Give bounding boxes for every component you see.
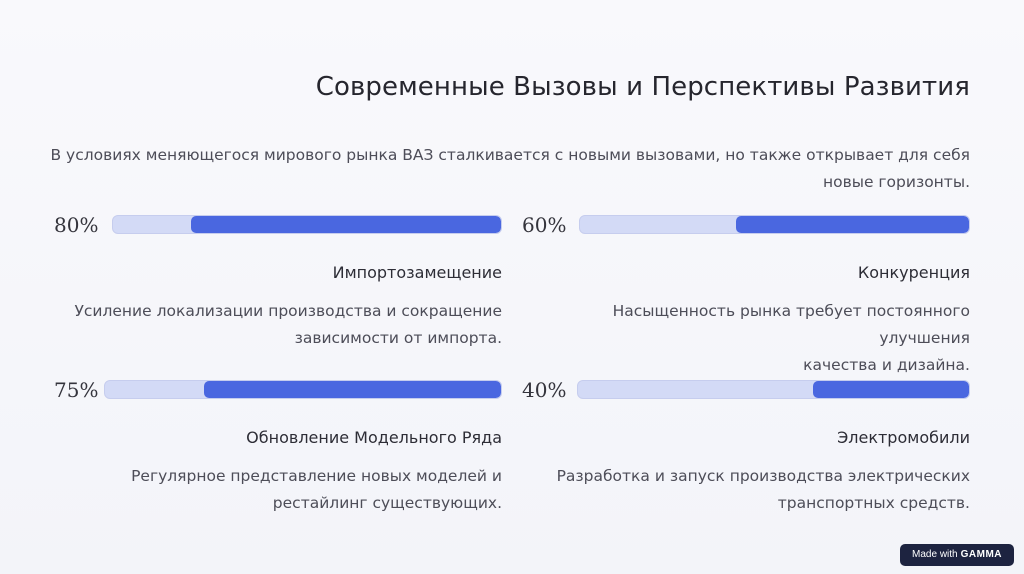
card-description-line-2: рестайлинг существующих.	[272, 494, 502, 512]
card-description-line-2: транспортных средств.	[777, 494, 970, 512]
progress-fill	[735, 216, 969, 233]
intro-line-2: новые горизонты.	[822, 173, 970, 191]
card-description-line-1: Насыщенность рынка требует постоянного у…	[612, 302, 970, 347]
card-description: Насыщенность рынка требует постоянного у…	[522, 298, 970, 379]
progress-fill	[204, 381, 501, 398]
card-title: Конкуренция	[857, 263, 970, 282]
progress-row: 60%	[522, 212, 970, 238]
card-description-line-1: Регулярное представление новых моделей и	[131, 467, 502, 485]
progress-row: 75%	[54, 377, 502, 403]
percent-label: 60%	[522, 213, 567, 237]
card-description: Усиление локализации производства и сокр…	[54, 298, 502, 352]
progress-track	[577, 380, 970, 399]
intro-text: В условиях меняющегося мирового рынка ВА…	[50, 142, 970, 196]
progress-track	[579, 215, 970, 234]
progress-fill	[190, 216, 501, 233]
progress-track	[104, 380, 502, 399]
percent-label: 75%	[54, 378, 99, 402]
card-description-line-1: Усиление локализации производства и сокр…	[74, 302, 502, 320]
card-electric-vehicles: 40% Электромобили Разработка и запуск пр…	[522, 377, 970, 517]
card-title: Обновление Модельного Ряда	[246, 428, 502, 447]
progress-track	[112, 215, 502, 234]
gamma-logo: GAMMA	[960, 549, 1002, 560]
card-import-substitution: 80% Импортозамещение Усиление локализаци…	[54, 212, 502, 352]
card-description: Регулярное представление новых моделей и…	[54, 463, 502, 517]
progress-row: 80%	[54, 212, 502, 238]
card-title: Электромобили	[837, 428, 970, 447]
card-competition: 60% Конкуренция Насыщенность рынка требу…	[522, 212, 970, 379]
intro-line-1: В условиях меняющегося мирового рынка ВА…	[50, 146, 970, 164]
card-description-line-2: качества и дизайна.	[803, 356, 970, 374]
card-model-lineup: 75% Обновление Модельного Ряда Регулярно…	[54, 377, 502, 517]
card-description-line-1: Разработка и запуск производства электри…	[556, 467, 970, 485]
percent-label: 40%	[522, 378, 567, 402]
progress-fill	[812, 381, 969, 398]
card-title: Импортозамещение	[332, 263, 502, 282]
made-with-gamma-badge[interactable]: Made with GAMMA	[900, 544, 1014, 566]
card-description-line-2: зависимости от импорта.	[294, 329, 502, 347]
slide-title: Современные Вызовы и Перспективы Развити…	[315, 72, 970, 102]
badge-prefix: Made with	[912, 549, 958, 560]
percent-label: 80%	[54, 213, 99, 237]
progress-row: 40%	[522, 377, 970, 403]
card-description: Разработка и запуск производства электри…	[522, 463, 970, 517]
